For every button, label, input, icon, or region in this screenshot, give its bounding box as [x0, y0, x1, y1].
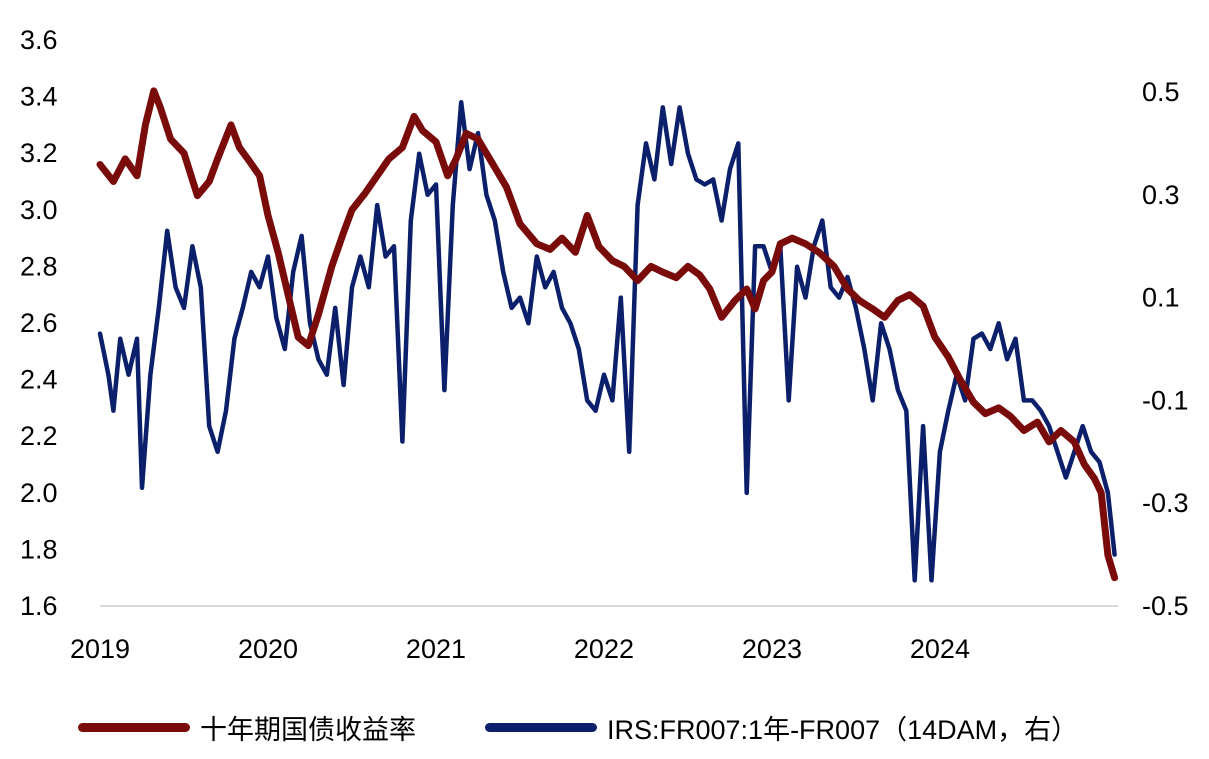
right-axis-tick-label: -0.1 [1142, 385, 1189, 415]
legend: 十年期国债收益率 IRS:FR007:1年-FR007（14DAM，右） [0, 708, 1209, 758]
left-axis-tick-label: 2.8 [20, 251, 58, 281]
x-axis-tick-label: 2019 [70, 634, 130, 664]
right-axis-ticks: 0.5 0.3 0.1 -0.1 -0.3 -0.5 [1142, 77, 1189, 621]
series-line-irs-spread [97, 100, 1117, 583]
x-axis-tick-label: 2021 [406, 634, 466, 664]
right-axis-tick-label: -0.5 [1142, 591, 1189, 621]
legend-label-bond-yield: 十年期国债收益率 [200, 715, 416, 745]
legend-label-irs-spread: IRS:FR007:1年-FR007（14DAM，右） [607, 715, 1079, 745]
x-axis-tick-label: 2020 [238, 634, 298, 664]
left-axis-tick-label: 2.2 [20, 421, 58, 451]
legend-item-irs-spread: IRS:FR007:1年-FR007（14DAM，右） [485, 708, 1078, 747]
left-axis-tick-label: 3.4 [20, 82, 58, 112]
left-axis-tick-label: 3.6 [20, 25, 58, 55]
left-axis-tick-label: 2.0 [20, 478, 58, 508]
x-axis-tick-label: 2024 [910, 634, 970, 664]
legend-item-bond-yield: 十年期国债收益率 [78, 708, 416, 747]
left-axis-tick-label: 1.6 [20, 591, 58, 621]
right-axis-tick-label: -0.3 [1142, 488, 1189, 518]
legend-swatch-bond-yield [78, 723, 190, 732]
legend-swatch-irs-spread [485, 723, 597, 732]
right-axis-tick-label: 0.3 [1142, 180, 1180, 210]
series-line-bond-yield [96, 87, 1119, 582]
series-layer [96, 87, 1119, 583]
x-axis-tick-label: 2023 [742, 634, 802, 664]
x-axis-ticks: 2019 2020 2021 2022 2023 2024 [70, 634, 970, 664]
left-axis-tick-label: 2.6 [20, 308, 58, 338]
left-axis-tick-label: 1.8 [20, 534, 58, 564]
left-axis-tick-label: 2.4 [20, 365, 58, 395]
left-axis-ticks: 3.6 3.4 3.2 3.0 2.8 2.6 2.4 2.2 2.0 1.8 1.6 [20, 25, 58, 621]
right-axis-tick-label: 0.5 [1142, 77, 1180, 107]
left-axis-tick-label: 3.0 [20, 195, 58, 225]
x-axis-tick-label: 2022 [574, 634, 634, 664]
right-axis-tick-label: 0.1 [1142, 283, 1180, 313]
chart-canvas: 3.6 3.4 3.2 3.0 2.8 2.6 2.4 2.2 2.0 1.8 1.6 0.5 0.3… [20, 25, 1189, 664]
left-axis-tick-label: 3.2 [20, 138, 58, 168]
